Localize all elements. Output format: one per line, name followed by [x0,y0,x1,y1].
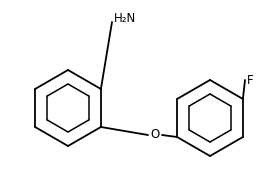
Text: O: O [150,128,160,141]
Text: H₂N: H₂N [114,11,136,24]
Text: F: F [247,73,254,86]
